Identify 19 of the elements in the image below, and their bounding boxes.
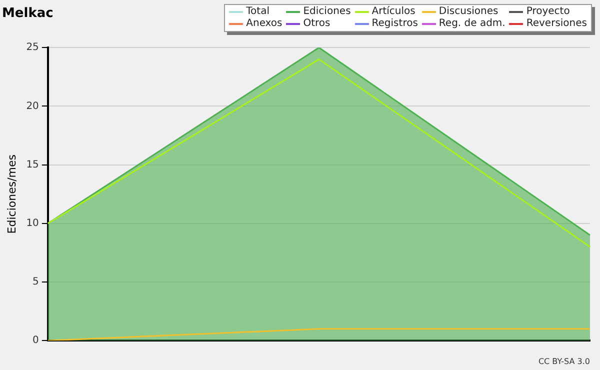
y-tick-label: 5: [32, 276, 39, 288]
legend-label: Reversiones: [526, 18, 587, 30]
legend-label: Proyecto: [526, 6, 570, 18]
text: CC BY-SA 3.0: [538, 357, 590, 366]
y-tick-label: 10: [26, 218, 39, 229]
legend-label: Ediciones: [303, 6, 351, 18]
y-tick-label: 25: [26, 42, 39, 54]
y-axis-title: Ediciones/mes: [5, 154, 18, 234]
chart-title: Melkac: [2, 6, 54, 22]
legend-label: Registros: [372, 18, 418, 30]
legend-label: Otros: [303, 18, 330, 30]
legend-label: Reg. de adm.: [438, 18, 506, 30]
y-tick-label: 20: [26, 100, 39, 112]
legend-label: Total: [246, 6, 270, 18]
legend-label: Anexos: [246, 18, 282, 30]
legend-label: Artículos: [372, 6, 416, 18]
legend-label: Discusiones: [438, 6, 498, 18]
y-tick-label: 15: [26, 159, 39, 170]
y-tick-label: 0: [32, 335, 39, 346]
